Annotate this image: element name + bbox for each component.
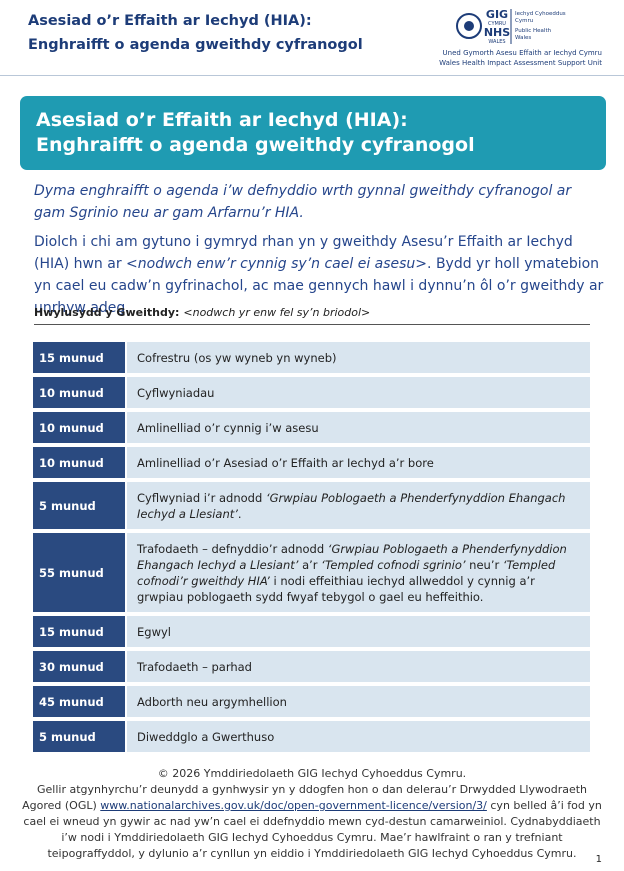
text: Diweddglo a Gwerthuso [137,730,275,744]
agenda-row: 5 munud Diweddglo a Gwerthuso [33,721,590,752]
duration: 10 munud [33,412,125,443]
agenda-row: 15 munud Egwyl [33,616,590,647]
italic-text: ‘Grwpiau Poblogaeth a Phenderfynyddion E… [137,542,567,572]
agenda-row: 10 munud Amlinelliad o’r Asesiad o’r Effa… [33,447,590,478]
unit-name: Uned Gymorth Asesu Effaith ar Iechyd Cym… [442,49,602,57]
text: Amlinelliad o’r Asesiad o’r Effaith ar I… [137,456,434,470]
text: Egwyl [137,625,171,639]
logo-text: NHS [484,26,510,39]
header-rule [0,75,624,76]
logo-text: Cymru [515,18,533,24]
duration: 55 munud [33,533,125,612]
activity-text: Cyflwyniad i’r adnodd ‘Grwpiau Poblogaet… [137,490,580,522]
activity: Trafodaeth – parhad [127,651,590,682]
activity: Amlinelliad o’r Asesiad o’r Effaith ar I… [127,447,590,478]
text: Cofrestru (os yw wyneb yn wyneb) [137,351,337,365]
facilitator: Hwylusydd y Gweithdy: <nodwch yr enw fel … [34,306,370,319]
duration: 10 munud [33,447,125,478]
activity: Amlinelliad o’r cynnig i’w asesu [127,412,590,443]
page-number: 1 [595,854,602,865]
activity: Cofrestru (os yw wyneb yn wyneb) [127,342,590,373]
text: Adborth neu argymhellion [137,695,287,709]
link[interactable]: www.nationalarchives.gov.uk/doc/open-gov… [100,799,487,812]
facilitator-value: <nodwch yr enw fel sy’n briodol> [183,306,371,319]
text: Amlinelliad o’r cynnig i’w asesu [137,421,319,435]
activity-text: Trafodaeth – defnyddio’r adnodd ‘Grwpiau… [137,541,580,605]
text: Gellir atgynhyrchu’r deunydd a gynhwysir… [22,783,588,812]
text: neu’r [465,558,503,572]
header-title: Enghraifft o agenda gweithdy cyfranogol [28,37,363,53]
agenda-row: 10 munud Amlinelliad o’r cynnig i’w asesu [33,412,590,443]
footer: © 2026 Ymddiriedolaeth GIG Iechyd Cyhoed… [22,766,602,862]
italic-text: <nodwch enw’r cynnig sy’n cael ei asesu> [126,256,428,272]
duration: 45 munud [33,686,125,717]
banner-title: Enghraifft o agenda gweithdy cyfranogol [36,134,475,156]
italic-text: ‘Templed cofnodi’r gweithdy HIA’ [137,558,556,588]
duration: 10 munud [33,377,125,408]
italic-text: ‘Templed cofnodi sgrinio’ [321,558,466,572]
copyright: © 2026 Ymddiriedolaeth GIG Iechyd Cyhoed… [157,767,467,780]
banner: Asesiad o’r Effaith ar Iechyd (HIA): Eng… [20,96,606,170]
activity-text: Egwyl [137,624,171,640]
text: Cyflwyniadau [137,386,215,400]
text: cyn belled â’i fod yn cael ei wneud yn g… [23,799,602,860]
text: Cyflwyniad i’r adnodd [137,491,266,505]
facilitator-label: Hwylusydd y Gweithdy: [34,306,180,319]
agenda-row: 15 munud Cofrestru (os yw wyneb yn wyneb) [33,342,590,373]
logo-text: Public Health [515,28,552,34]
logo-emblem [464,21,474,31]
logo-text: CYMRU [488,21,506,27]
text: Diolch i chi am gytuno i gymryd rhan yn … [34,234,573,272]
activity-text: Diweddglo a Gwerthuso [137,729,274,745]
activity-text: Amlinelliad o’r cynnig i’w asesu [137,420,319,436]
activity: Cyflwyniad i’r adnodd ‘Grwpiau Poblogaet… [127,482,590,529]
intro-body: Diolch i chi am gytuno i gymryd rhan yn … [34,231,604,319]
italic-text: ‘Grwpiau Poblogaeth a Phenderfynyddion E… [137,491,566,521]
licence: Gellir atgynhyrchu’r deunydd a gynhwysir… [22,782,602,862]
logo: GIG CYMRU NHS WALES Iechyd Cyhoeddus Cym… [456,8,566,45]
banner-title: Asesiad o’r Effaith ar Iechyd (HIA): [36,109,408,131]
activity: Adborth neu argymhellion [127,686,590,717]
activity: Egwyl [127,616,590,647]
duration: 15 munud [33,342,125,373]
text: i nodi effeithiau iechyd allweddol y cyn… [137,574,535,604]
duration: 5 munud [33,482,125,529]
agenda-row: 45 munud Adborth neu argymhellion [33,686,590,717]
header-title: Asesiad o’r Effaith ar Iechyd (HIA): [28,13,312,29]
agenda-row: 55 munud Trafodaeth – defnyddio’r adnodd … [33,533,590,612]
text: Trafodaeth – parhad [137,660,252,674]
text: . Bydd yr holl ymatebion yn cael eu cadw… [34,256,604,316]
logo-text: WALES [488,39,505,45]
activity: Trafodaeth – defnyddio’r adnodd ‘Grwpiau… [127,533,590,612]
logo-text: GIG [486,8,508,21]
logo-text: Iechyd Cyhoeddus [515,11,566,17]
activity: Cyflwyniadau [127,377,590,408]
intro-lead: Dyma enghraifft o agenda i’w defnyddio w… [34,183,572,221]
activity-text: Cofrestru (os yw wyneb yn wyneb) [137,350,337,366]
agenda-table: 15 munud Cofrestru (os yw wyneb yn wyneb)… [33,342,590,756]
activity-text: Amlinelliad o’r Asesiad o’r Effaith ar I… [137,455,434,471]
unit-name: Wales Health Impact Assessment Support U… [439,59,602,67]
logo-emblem [456,13,482,39]
activity: Diweddglo a Gwerthuso [127,721,590,752]
activity-text: Trafodaeth – parhad [137,659,252,675]
duration: 5 munud [33,721,125,752]
duration: 30 munud [33,651,125,682]
duration: 15 munud [33,616,125,647]
text: . [237,507,242,521]
agenda-row: 10 munud Cyflwyniadau [33,377,590,408]
agenda-row: 5 munud Cyflwyniad i’r adnodd ‘Grwpiau Po… [33,482,590,529]
text: Trafodaeth – defnyddio’r adnodd [137,542,328,556]
agenda-row: 30 munud Trafodaeth – parhad [33,651,590,682]
rule [34,324,590,325]
activity-text: Adborth neu argymhellion [137,694,287,710]
logo-text: Wales [515,35,531,41]
activity-text: Cyflwyniadau [137,385,214,401]
text: a’r [298,558,322,572]
